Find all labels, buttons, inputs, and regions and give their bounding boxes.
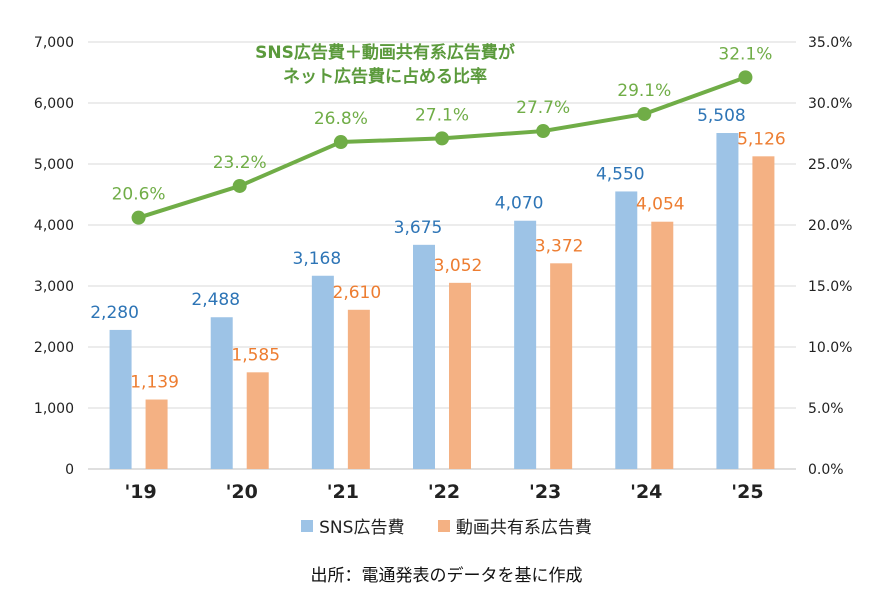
ratio-line-layer: 20.6% 23.2% 26.8% 27.1% 27.7% 29.1% 32.1% — [112, 44, 772, 225]
bar-label-sns: 2,280 — [90, 303, 139, 323]
chart-title-line-1: SNS広告費＋動画共有系広告費が — [255, 42, 515, 63]
bar-sns — [311, 275, 334, 469]
bar-sns — [716, 133, 739, 469]
bar-sns — [210, 317, 233, 469]
bar-label-sns: 2,488 — [191, 290, 240, 310]
bar-sns — [514, 220, 537, 469]
legend-item-video: 動画共有系広告費 — [437, 513, 592, 538]
right-axis-tick-label: 15.0% — [808, 279, 852, 295]
bars — [109, 133, 775, 469]
ratio-point — [738, 70, 753, 85]
right-axis-tick-label: 20.0% — [808, 218, 852, 234]
bar-label-sns: 5,508 — [697, 106, 746, 126]
left-axis-tick-label: 3,000 — [34, 279, 74, 295]
x-axis-tick-label: '20 — [226, 481, 258, 503]
ratio-point — [232, 178, 247, 193]
ratio-point — [131, 210, 146, 225]
right-axis-tick-label: 25.0% — [808, 157, 852, 173]
bar-label-sns: 4,550 — [596, 164, 645, 184]
bar-label-video: 3,372 — [535, 236, 584, 256]
bar-label-video: 1,585 — [231, 345, 280, 365]
chart-title-line-2: ネット広告費に占める比率 — [283, 66, 487, 87]
bar-video — [752, 156, 775, 469]
legend-swatch-video — [437, 519, 450, 532]
chart-title: SNS広告費＋動画共有系広告費が ネット広告費に占める比率 — [255, 42, 515, 87]
left-axis-ticks: 0 1,000 2,000 3,000 4,000 5,000 6,000 7,000 — [34, 35, 74, 478]
ratio-point — [435, 131, 449, 146]
ratio-label: 32.1% — [718, 44, 772, 64]
ratio-label: 26.8% — [314, 109, 368, 129]
x-axis-tick-label: '19 — [124, 481, 156, 503]
left-axis-tick-label: 7,000 — [34, 35, 74, 51]
bar-label-video: 3,052 — [434, 256, 483, 276]
ratio-point — [333, 135, 348, 150]
bar-video — [246, 372, 269, 469]
bar-sns — [615, 191, 638, 469]
gridlines — [88, 41, 796, 470]
left-axis-tick-label: 2,000 — [34, 340, 74, 356]
bar-label-sns: 3,168 — [293, 249, 342, 269]
right-axis-tick-label: 0.0% — [808, 462, 844, 478]
bar-label-sns: 3,675 — [394, 218, 443, 238]
ratio-label: 23.2% — [213, 153, 267, 173]
legend-label-sns: SNS広告費 — [319, 518, 405, 538]
right-axis-ticks: 0.0% 5.0% 10.0% 15.0% 20.0% 25.0% 30.0% 35.0% — [808, 35, 852, 478]
ratio-point — [637, 106, 652, 121]
left-axis-tick-label: 1,000 — [34, 401, 74, 417]
bar-labels: 2,280 1,139 2,488 1,585 3,168 2,610 3,675 3,052… — [90, 106, 786, 393]
x-axis-ticks: '19 '20 '21 '22 '23 '24 '25 — [124, 481, 763, 503]
x-axis-tick-label: '22 — [428, 481, 460, 503]
x-axis-tick-label: '23 — [529, 481, 561, 503]
x-axis-tick-label: '25 — [731, 481, 763, 503]
left-axis-tick-label: 5,000 — [34, 157, 74, 173]
bar-label-video: 1,139 — [130, 373, 179, 393]
bar-sns — [413, 244, 435, 469]
bar-video — [347, 309, 370, 469]
left-axis-tick-label: 4,000 — [34, 218, 74, 234]
source-note: 出所：電通発表のデータを基に作成 — [310, 566, 583, 586]
left-axis-tick-label: 0 — [65, 462, 74, 478]
legend-item-sns: SNS広告費 — [301, 513, 404, 538]
bar-video — [651, 221, 674, 469]
ratio-label: 29.1% — [617, 81, 671, 101]
left-axis-tick-label: 6,000 — [34, 96, 74, 112]
bar-video — [145, 399, 168, 469]
bar-label-video: 5,126 — [737, 129, 786, 149]
x-axis-tick-label: '21 — [327, 481, 359, 503]
bar-video — [550, 263, 573, 469]
ratio-label: 20.6% — [112, 185, 166, 205]
right-axis-tick-label: 5.0% — [808, 401, 844, 417]
right-axis-tick-label: 30.0% — [808, 96, 852, 112]
right-axis-tick-label: 35.0% — [808, 35, 852, 51]
bar-sns — [109, 329, 132, 469]
right-axis-tick-label: 10.0% — [808, 340, 852, 356]
legend-swatch-sns — [301, 519, 314, 532]
bar-label-sns: 4,070 — [495, 194, 544, 214]
legend: SNS広告費 動画共有系広告費 — [0, 513, 893, 538]
ratio-point — [536, 124, 551, 139]
ratio-label: 27.1% — [415, 105, 469, 125]
ratio-label: 27.7% — [516, 98, 570, 118]
bar-label-video: 4,054 — [636, 195, 685, 215]
bar-label-video: 2,610 — [333, 283, 382, 303]
x-axis-tick-label: '24 — [630, 481, 662, 503]
bar-video — [449, 282, 471, 469]
legend-label-video: 動画共有系広告費 — [455, 518, 592, 538]
